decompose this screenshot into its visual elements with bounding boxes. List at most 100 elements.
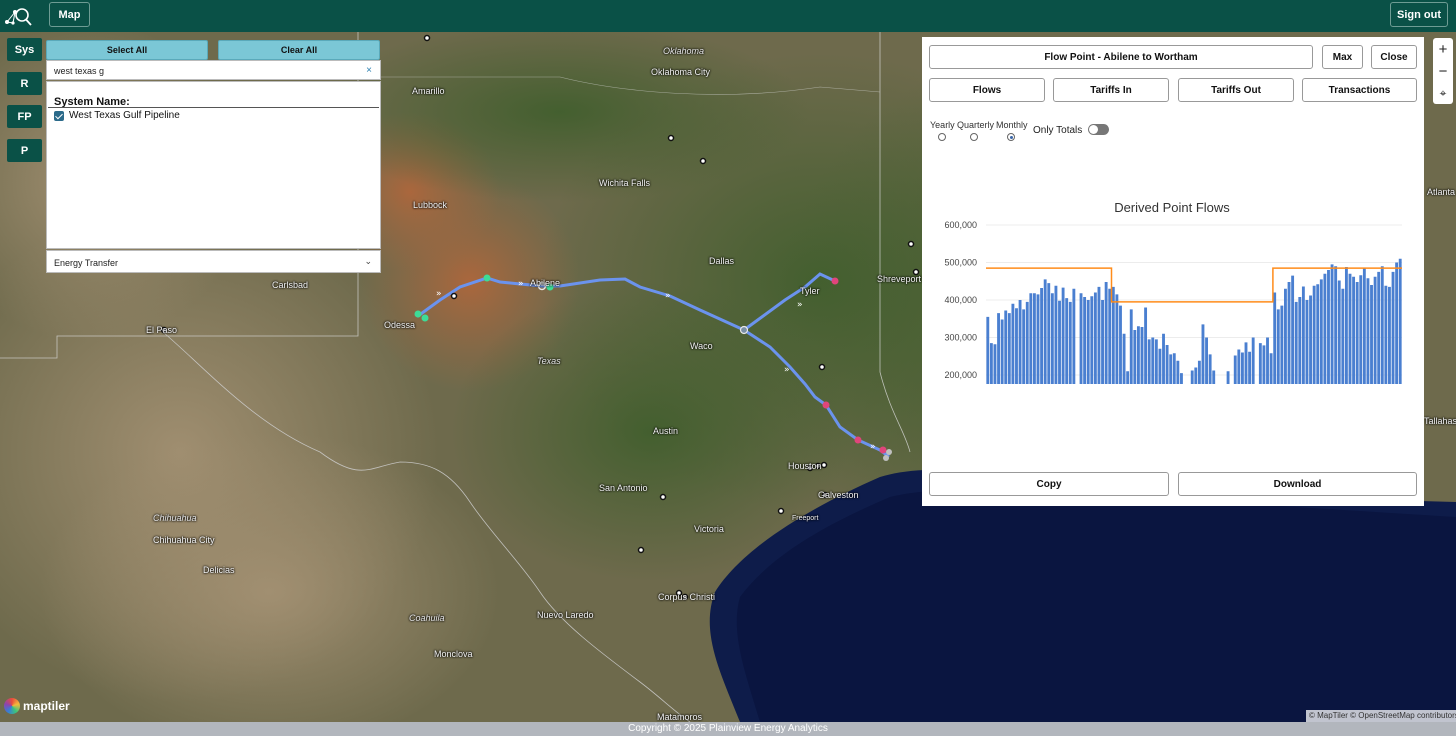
bar [1208,354,1212,384]
system-item-label: West Texas Gulf Pipeline [69,110,180,121]
bar [1129,309,1133,384]
download-button[interactable]: Download [1178,472,1417,496]
bar [1126,371,1130,384]
bar [1147,339,1151,384]
bar [1022,309,1026,384]
bar [1122,333,1126,384]
copy-button[interactable]: Copy [929,472,1169,496]
bar [1384,285,1388,384]
bar [1323,273,1327,384]
bar [1377,271,1381,384]
checkbox-checked-icon[interactable] [54,110,64,121]
place-label: Matamoros [657,712,703,722]
delivery-point[interactable] [886,449,892,455]
bar [1291,275,1295,384]
bar [1133,330,1137,384]
delivery-point[interactable] [831,277,839,285]
bar [1373,276,1377,384]
bar [1007,313,1011,384]
delivery-point[interactable] [883,455,889,461]
only-totals-toggle[interactable] [1088,124,1109,135]
systems-button[interactable]: Sys [7,38,42,61]
svg-text:»: » [518,279,524,289]
clear-search-icon[interactable]: × [366,65,372,76]
place-label: Oklahoma City [651,67,711,77]
bar [1298,297,1302,384]
bar [1226,371,1230,384]
selected-flow-point[interactable] [537,281,547,291]
select-all-button[interactable]: Select All [46,40,208,60]
bar [1330,264,1334,384]
place-label: Dallas [709,256,735,266]
junction-point[interactable] [739,325,749,335]
place-label: Monclova [434,649,473,659]
delivery-point[interactable] [822,401,830,409]
receipt-point[interactable] [483,274,491,282]
bar [1212,370,1216,384]
bar [1194,367,1198,384]
flow-points-button[interactable]: FP [7,105,42,128]
bar [1097,286,1101,384]
bar [1047,283,1051,384]
sign-out-button[interactable]: Sign out [1390,2,1448,27]
svg-text:»: » [436,289,442,299]
bar [1190,370,1194,384]
receipt-point[interactable] [414,310,422,318]
bar [1251,337,1255,384]
receipt-point[interactable] [546,283,554,291]
bar [1273,292,1277,384]
bar [1108,288,1112,384]
regions-button[interactable]: R [7,72,42,95]
receipt-point[interactable] [421,314,429,322]
place-label: Freeport [792,515,819,522]
bar [1233,355,1237,384]
points-button[interactable]: P [7,139,42,162]
tab-tariffs-out[interactable]: Tariffs Out [1178,78,1294,102]
place-label: Houston [788,461,822,471]
bar [1301,286,1305,384]
delivery-point[interactable] [854,436,862,444]
zoom-in-icon[interactable]: + [1438,40,1448,58]
facility-dots[interactable] [160,34,920,723]
clear-all-button[interactable]: Clear All [218,40,380,60]
bar [1025,301,1029,384]
map-button[interactable]: Map [49,2,90,27]
list-item[interactable]: West Texas Gulf Pipeline [54,110,180,121]
network-search-icon[interactable] [4,4,32,28]
delivery-point[interactable] [879,446,887,454]
map-attribution[interactable]: © MapTiler © OpenStreetMap contributors [1306,710,1456,722]
period-quarterly-radio[interactable] [970,133,978,141]
chart-title: Derived Point Flows [1114,200,1230,215]
maptiler-logo[interactable]: maptiler [4,698,70,714]
period-yearly-radio[interactable] [938,133,946,141]
bar [1093,292,1097,384]
tab-flows[interactable]: Flows [929,78,1045,102]
place-label: Delicias [203,565,235,575]
place-label: Atlanta [1427,187,1456,197]
company-select[interactable]: Energy Transfer ⌄ [46,250,381,273]
bar [1341,288,1345,384]
period-monthly-radio[interactable] [1007,133,1015,141]
compass-icon[interactable]: ⌖ [1439,85,1447,100]
place-label: Abilene [530,278,561,288]
place-label: Austin [653,426,679,436]
bar [1334,266,1338,384]
tab-transactions[interactable]: Transactions [1302,78,1417,102]
bar [1205,337,1208,384]
bar [1040,288,1044,384]
bar [1344,267,1348,384]
system-search-input[interactable]: west texas g × [46,60,381,80]
close-button[interactable]: Close [1371,45,1417,69]
bar [1032,293,1036,384]
bar [1312,285,1316,384]
zoom-out-icon[interactable]: − [1438,62,1448,80]
bar [1197,360,1201,384]
zoom-controls: + − ⌖ [1433,38,1453,104]
bar [989,343,993,384]
max-button[interactable]: Max [1322,45,1363,69]
tab-tariffs-in[interactable]: Tariffs In [1053,78,1169,102]
bar [1090,296,1094,384]
bar [1083,297,1087,384]
bar [1169,354,1173,384]
footer-copyright: Copyright © 2025 Plainview Energy Analyt… [0,722,1456,736]
